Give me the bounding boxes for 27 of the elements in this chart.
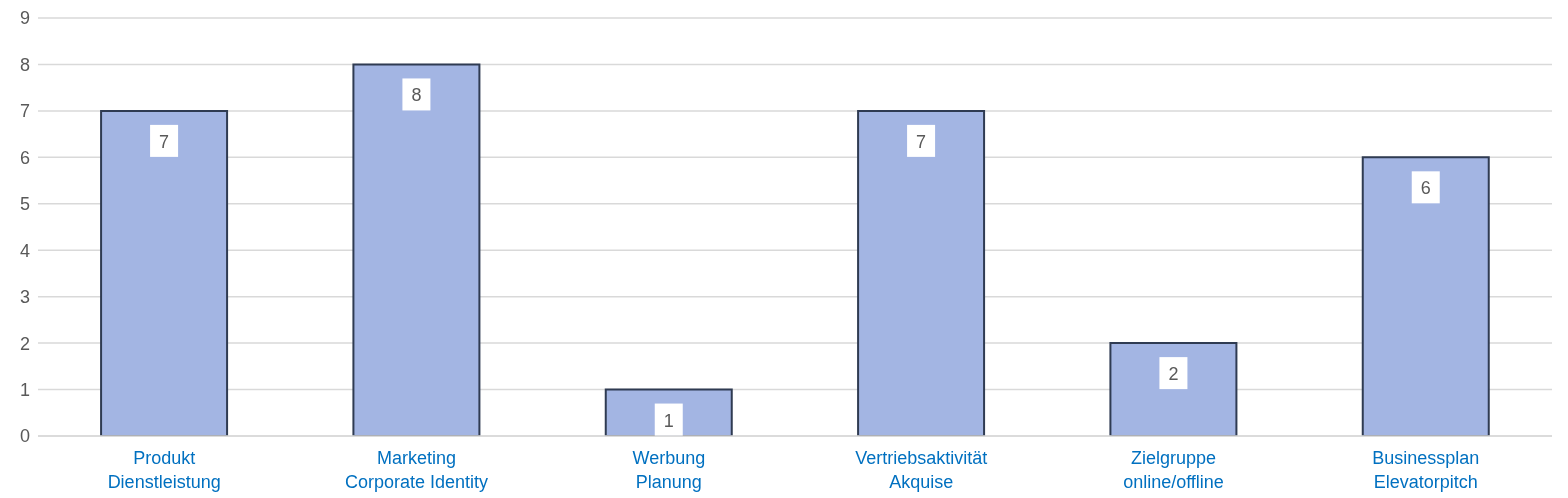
y-tick-label: 3 bbox=[19, 287, 30, 308]
data-label: 7 bbox=[159, 131, 170, 152]
bar bbox=[1109, 342, 1238, 436]
x-tick-label: Businessplan Elevatorpitch bbox=[1372, 448, 1480, 492]
y-tick-label: 1 bbox=[19, 379, 30, 400]
data-label: 2 bbox=[1168, 364, 1179, 385]
y-tick-label: 4 bbox=[19, 240, 30, 261]
y-tick-label: 6 bbox=[19, 147, 30, 168]
y-tick-label: 5 bbox=[19, 194, 30, 215]
y-tick-label: 7 bbox=[19, 101, 30, 122]
x-tick-label: Produkt Dienstleistung bbox=[107, 448, 221, 492]
y-tick-label: 0 bbox=[19, 426, 30, 447]
x-tick-label: Vertriebsaktivität Akquise bbox=[855, 448, 988, 492]
y-tick-label: 2 bbox=[19, 333, 30, 354]
bar bbox=[352, 63, 481, 436]
bar bbox=[857, 109, 986, 436]
data-label: 7 bbox=[916, 131, 927, 152]
bar bbox=[100, 109, 229, 436]
x-tick-label: Zielgruppe online/offline bbox=[1123, 448, 1224, 492]
data-label: 1 bbox=[663, 410, 674, 431]
y-tick-label: 8 bbox=[19, 54, 30, 75]
x-tick-label: Werbung Planung bbox=[632, 448, 706, 492]
x-tick-label: Marketing Corporate Identity bbox=[344, 448, 489, 492]
y-tick-label: 9 bbox=[19, 8, 30, 29]
data-label: 6 bbox=[1420, 178, 1431, 199]
bar bbox=[1361, 156, 1490, 436]
data-label: 8 bbox=[411, 85, 422, 106]
